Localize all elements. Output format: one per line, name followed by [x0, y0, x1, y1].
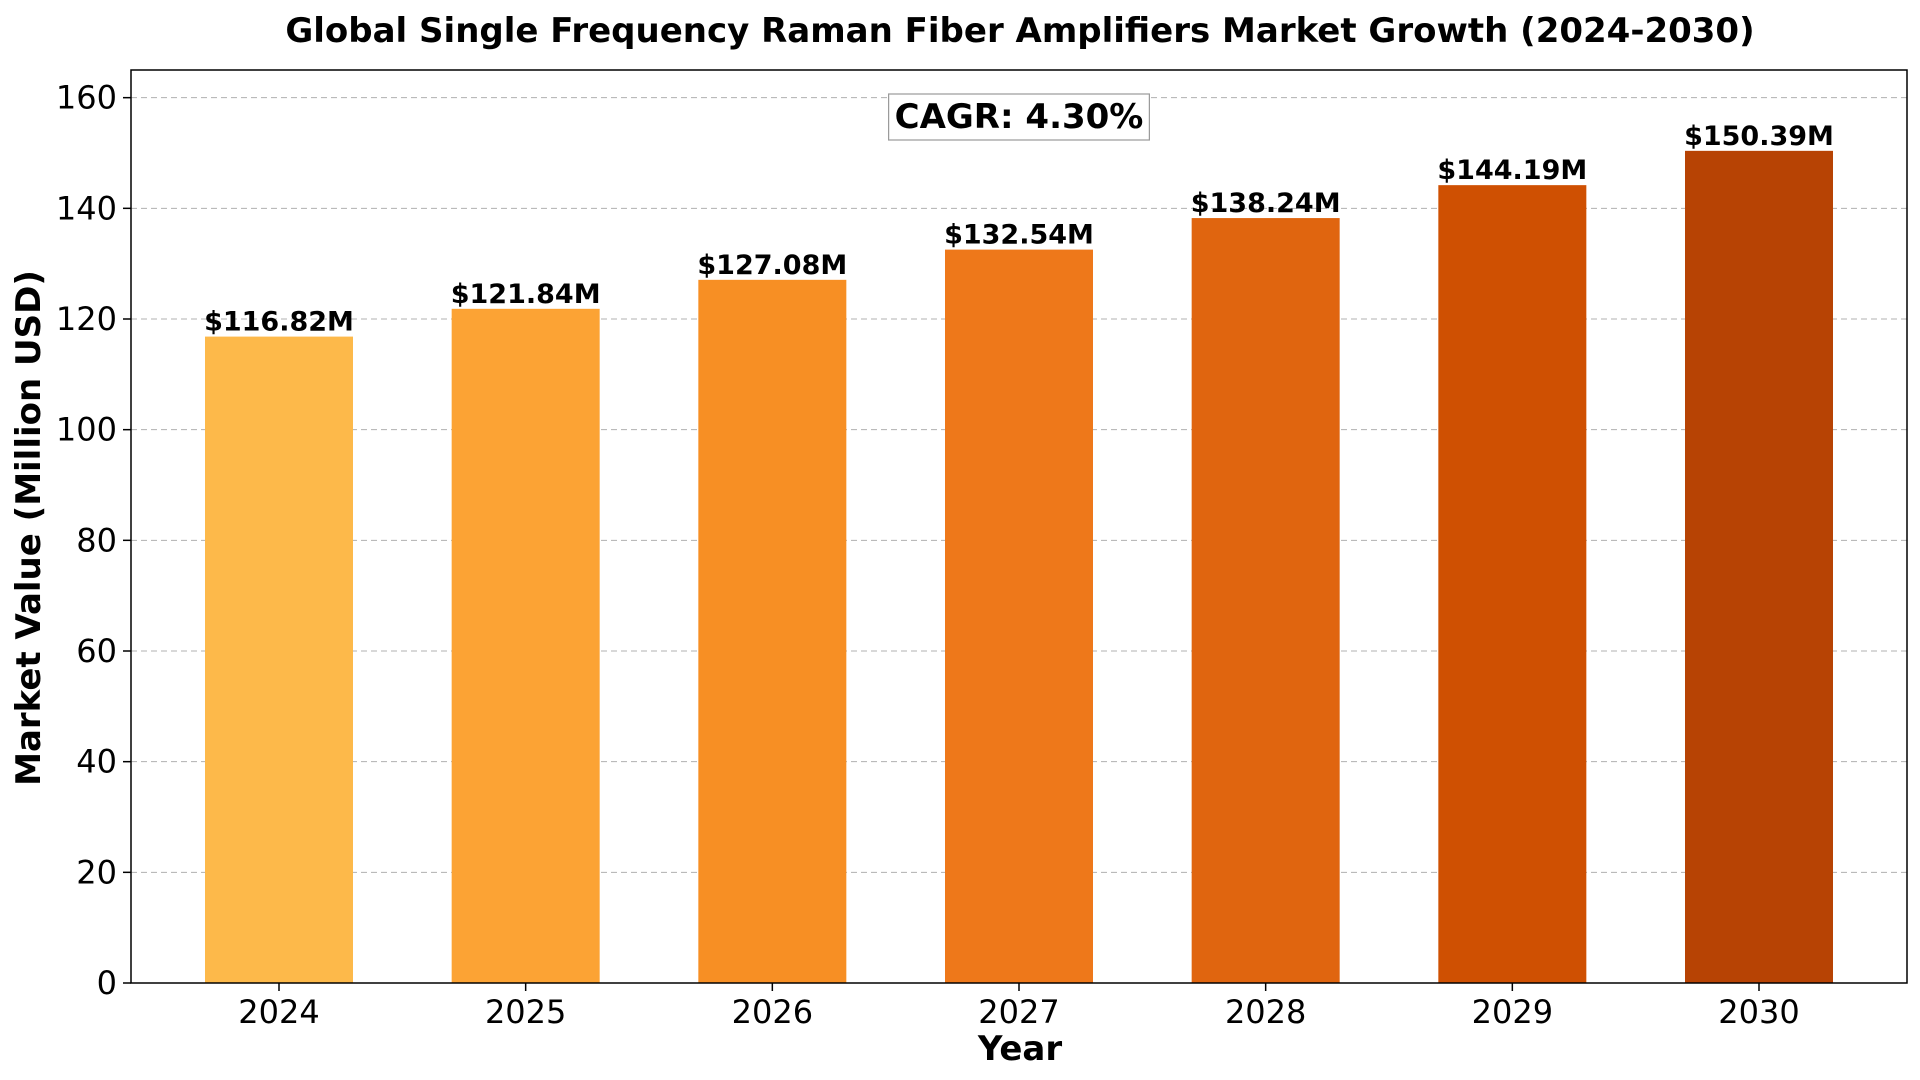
bar-2025 — [451, 308, 600, 983]
x-tick-label-2028: 2028 — [1225, 993, 1306, 1031]
data-label-2029: $144.19M — [1437, 155, 1587, 186]
bar-2024 — [205, 336, 353, 983]
bar-2026 — [698, 279, 847, 984]
gridlines — [131, 97, 1907, 984]
data-label-2030: $150.39M — [1684, 121, 1834, 152]
data-labels: $116.82M $121.84M $127.08M $132.54M $138.24M… — [204, 121, 1834, 338]
bar-2030 — [1685, 150, 1833, 984]
y-tick-label: 160 — [56, 79, 117, 117]
x-axis-label: Year — [977, 1029, 1063, 1069]
y-tick-label: 80 — [76, 521, 117, 559]
x-tick-label-2026: 2026 — [732, 993, 813, 1031]
bar-2027 — [945, 249, 1093, 983]
x-tick-label-2027: 2027 — [978, 993, 1059, 1031]
chart-title: Global Single Frequency Raman Fiber Ampl… — [285, 11, 1754, 51]
cagr-annotation-text: CAGR: 4.30% — [895, 97, 1144, 137]
bars — [205, 150, 1833, 984]
data-label-2028: $138.24M — [1191, 188, 1341, 219]
data-label-2026: $127.08M — [697, 250, 847, 281]
plot-frame — [130, 69, 1908, 984]
x-tick-label-2024: 2024 — [238, 993, 319, 1031]
y-tick-label: 0 — [97, 964, 117, 1002]
x-tick-label-2025: 2025 — [485, 993, 566, 1031]
data-label-2024: $116.82M — [204, 307, 354, 338]
y-tick-label: 120 — [56, 300, 117, 338]
cagr-annotation-box — [888, 93, 1150, 141]
bar-2029 — [1438, 185, 1587, 983]
y-tick-label: 40 — [76, 743, 117, 781]
y-tick-label: 140 — [56, 189, 117, 227]
data-label-2027: $132.54M — [944, 220, 1094, 251]
x-tick-label-2029: 2029 — [1472, 993, 1553, 1031]
cagr-annotation: CAGR: 4.30% — [888, 93, 1150, 141]
y-tick-label: 60 — [76, 632, 117, 670]
data-label-2025: $121.84M — [451, 279, 601, 310]
y-tick-label: 100 — [56, 411, 117, 449]
y-axis-label: Market Value (Million USD) — [9, 270, 49, 786]
bar-2028 — [1191, 218, 1340, 983]
x-tick-label-2030: 2030 — [1718, 993, 1799, 1031]
axis-ticks: 0 20 40 60 80 100 120 140 160 2024 2025 2026 2027 202… — [56, 79, 1800, 1031]
y-tick-label: 20 — [76, 853, 117, 891]
